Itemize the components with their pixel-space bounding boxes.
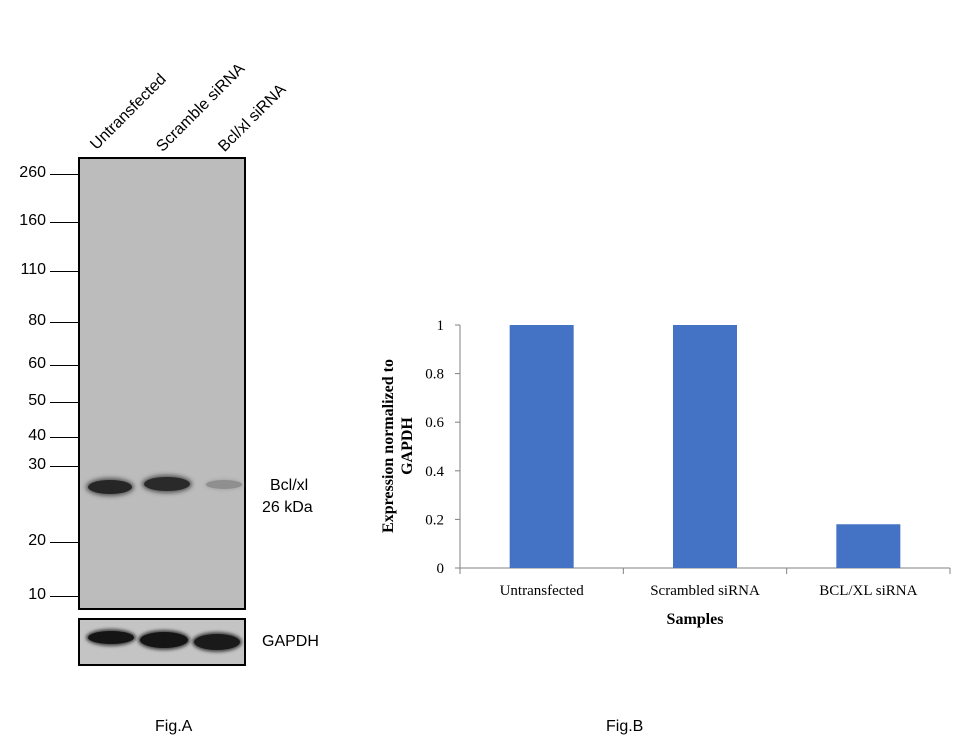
y-tick-label: 0.4	[425, 464, 444, 480]
band-bclxl-scramble	[144, 477, 190, 491]
marker-label-160: 160	[19, 212, 46, 229]
band-label-size: 26 kDa	[262, 499, 313, 516]
band-gapdh-untransfected	[88, 631, 134, 644]
marker-label-40: 40	[28, 427, 46, 444]
band-gapdh-scramble	[140, 632, 188, 648]
marker-label-50: 50	[28, 392, 46, 409]
marker-label-30: 30	[28, 456, 46, 473]
blot-membrane-main	[78, 157, 246, 610]
band-bclxl-knockdown	[206, 480, 242, 489]
figure-a-caption: Fig.A	[155, 718, 193, 735]
figure-b-caption: Fig.B	[606, 718, 644, 735]
marker-tick-10	[50, 596, 78, 597]
y-tick-label: 0.6	[425, 415, 444, 431]
marker-label-110: 110	[20, 261, 46, 278]
marker-tick-110	[50, 271, 78, 272]
marker-label-10: 10	[28, 586, 46, 603]
chart-plot-area: 0 0.2 0.4 0.6 0.8 1 Untransfected Scrambled siR…	[380, 318, 951, 628]
bar-scrambled-sirna	[673, 325, 737, 568]
y-tick-label: 0.8	[425, 367, 444, 383]
bar-bcl-xl-sirna	[836, 524, 901, 568]
x-axis-title: Samples	[667, 611, 724, 628]
marker-tick-260	[50, 174, 78, 175]
band-gapdh-knockdown	[194, 634, 240, 650]
marker-tick-20	[50, 542, 78, 543]
blot-membrane-gapdh	[78, 618, 246, 666]
marker-tick-60	[50, 365, 78, 366]
band-bclxl-untransfected	[88, 480, 132, 494]
x-tick-label: Scrambled siRNA	[650, 583, 760, 599]
y-tick-label: 0.2	[425, 512, 444, 528]
marker-label-260: 260	[19, 164, 46, 181]
marker-tick-30	[50, 466, 78, 467]
marker-tick-40	[50, 437, 78, 438]
y-tick-label: 1	[437, 318, 445, 334]
band-label-name: Bcl/xl	[270, 477, 309, 494]
marker-tick-50	[50, 402, 78, 403]
loading-control-label: GAPDH	[262, 633, 319, 650]
marker-label-20: 20	[28, 532, 46, 549]
marker-label-80: 80	[28, 312, 46, 329]
y-tick-label: 0	[437, 561, 445, 577]
marker-label-60: 60	[28, 355, 46, 372]
x-tick-label: BCL/XL siRNA	[819, 583, 917, 599]
x-tick-label: Untransfected	[500, 583, 585, 599]
marker-tick-160	[50, 222, 78, 223]
marker-tick-80	[50, 322, 78, 323]
y-axis-title: Expression normalized to GAPDH	[380, 359, 416, 533]
bar-untransfected	[509, 325, 574, 568]
